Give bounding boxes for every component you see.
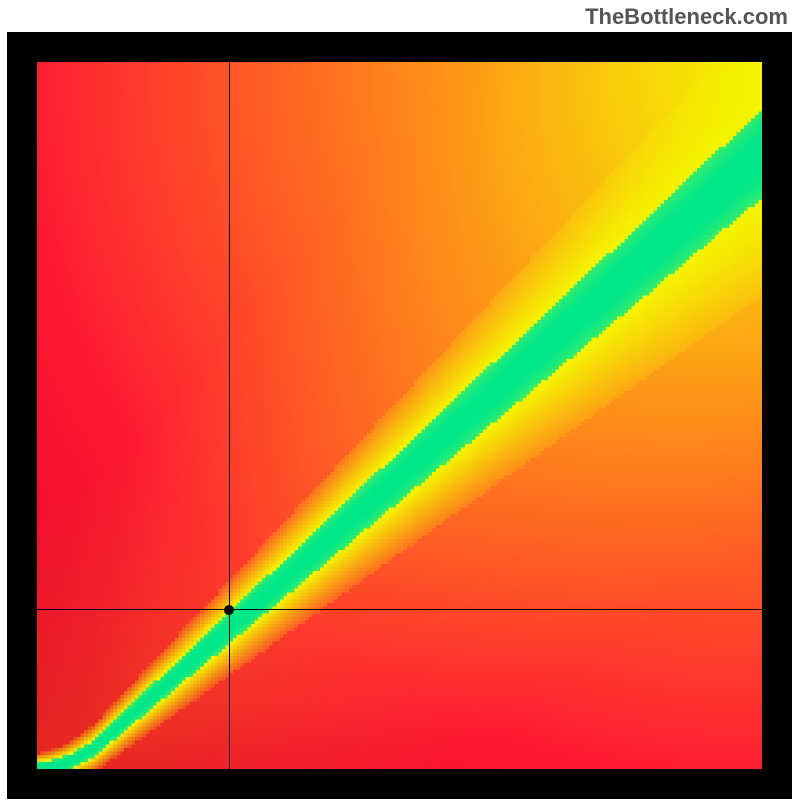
crosshair-vertical bbox=[229, 62, 230, 769]
chart-frame bbox=[7, 32, 792, 799]
crosshair-horizontal bbox=[37, 609, 762, 610]
chart-container: TheBottleneck.com bbox=[0, 0, 800, 800]
data-point-marker bbox=[224, 605, 234, 615]
heatmap-canvas bbox=[37, 62, 762, 769]
heatmap-plot bbox=[37, 62, 762, 769]
watermark-text: TheBottleneck.com bbox=[585, 4, 788, 30]
